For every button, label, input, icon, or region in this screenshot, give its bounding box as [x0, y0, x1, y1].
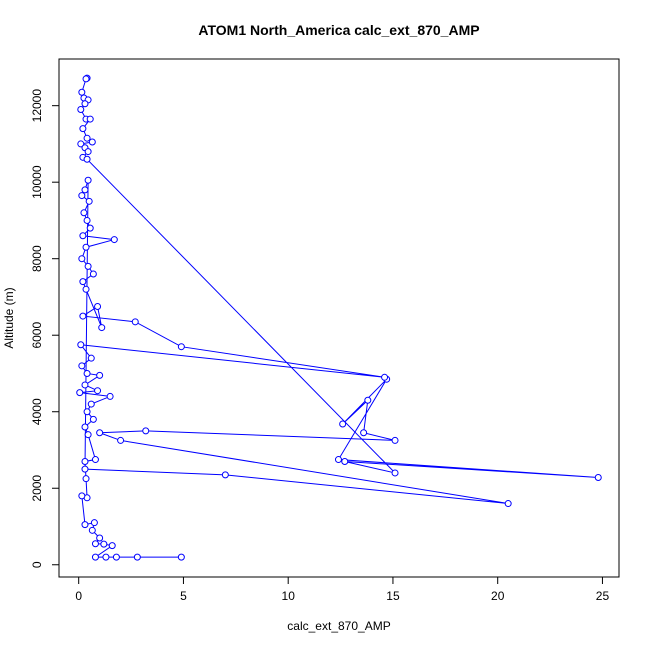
point — [94, 303, 102, 311]
point — [91, 540, 99, 548]
point — [142, 427, 150, 435]
point — [77, 341, 85, 349]
x-tick-label: 20 — [491, 589, 505, 603]
point — [133, 553, 141, 561]
point — [391, 436, 399, 444]
point — [83, 134, 91, 142]
point — [88, 138, 96, 146]
point — [94, 387, 102, 395]
point — [83, 155, 91, 163]
point — [82, 75, 90, 83]
point — [341, 457, 349, 465]
point — [84, 148, 92, 156]
point — [91, 456, 99, 464]
point — [96, 429, 104, 437]
y-tick-label: 12000 — [30, 89, 44, 123]
point — [79, 312, 87, 320]
point — [106, 392, 114, 400]
plot-box — [58, 58, 620, 578]
point — [81, 186, 89, 194]
point — [79, 278, 87, 286]
point — [177, 553, 185, 561]
y-tick-label: 2000 — [30, 475, 44, 502]
point — [594, 474, 602, 482]
y-tick-label: 0 — [30, 561, 44, 568]
x-tick-label: 15 — [386, 589, 400, 603]
point — [78, 255, 86, 263]
profile-line — [79, 77, 599, 558]
y-tick-label: 4000 — [30, 398, 44, 425]
point — [80, 209, 88, 217]
chart-title: ATOM1 North_America calc_ext_870_AMP — [198, 22, 479, 38]
point — [102, 553, 110, 561]
x-tick-label: 25 — [596, 589, 610, 603]
y-tick-label: 10000 — [30, 165, 44, 199]
point — [84, 431, 92, 439]
x-tick-label: 5 — [180, 589, 187, 603]
point — [81, 100, 89, 108]
point — [98, 324, 106, 332]
x-tick-label: 0 — [75, 589, 82, 603]
point — [85, 197, 93, 205]
x-axis-label: calc_ext_870_AMP — [287, 619, 390, 633]
point — [90, 519, 98, 527]
point — [81, 457, 89, 465]
point — [504, 500, 512, 508]
point — [131, 318, 139, 326]
point — [82, 475, 90, 483]
point — [87, 354, 95, 362]
point — [78, 492, 86, 500]
point — [381, 373, 389, 381]
point — [108, 542, 116, 550]
point — [100, 540, 108, 548]
point — [84, 176, 92, 184]
point — [78, 362, 86, 370]
point — [77, 140, 85, 148]
point — [96, 534, 104, 542]
point — [82, 243, 90, 251]
point — [83, 408, 91, 416]
point — [77, 105, 85, 113]
point — [81, 423, 89, 431]
point — [81, 521, 89, 529]
point — [84, 262, 92, 270]
point — [86, 224, 94, 232]
point — [83, 369, 91, 377]
point — [177, 343, 185, 351]
point — [88, 526, 96, 534]
point — [82, 285, 90, 293]
point — [360, 429, 368, 437]
point — [339, 420, 347, 428]
point — [96, 371, 104, 379]
point — [364, 396, 372, 404]
point — [117, 436, 125, 444]
point — [89, 270, 97, 278]
point — [87, 400, 95, 408]
point — [81, 381, 89, 389]
point — [79, 125, 87, 133]
point — [91, 553, 99, 561]
point — [221, 471, 229, 479]
point — [76, 389, 84, 397]
point — [110, 236, 118, 244]
point — [79, 232, 87, 240]
point — [81, 465, 89, 473]
point — [83, 216, 91, 224]
point — [78, 88, 86, 96]
point — [112, 553, 120, 561]
x-tick-label: 10 — [282, 589, 296, 603]
y-tick-label: 6000 — [30, 322, 44, 349]
y-axis-label: Altitude (m) — [2, 287, 16, 348]
y-tick-label: 8000 — [30, 245, 44, 272]
point — [86, 115, 94, 123]
point — [78, 192, 86, 200]
point — [89, 415, 97, 423]
point — [391, 469, 399, 477]
point — [334, 456, 342, 464]
